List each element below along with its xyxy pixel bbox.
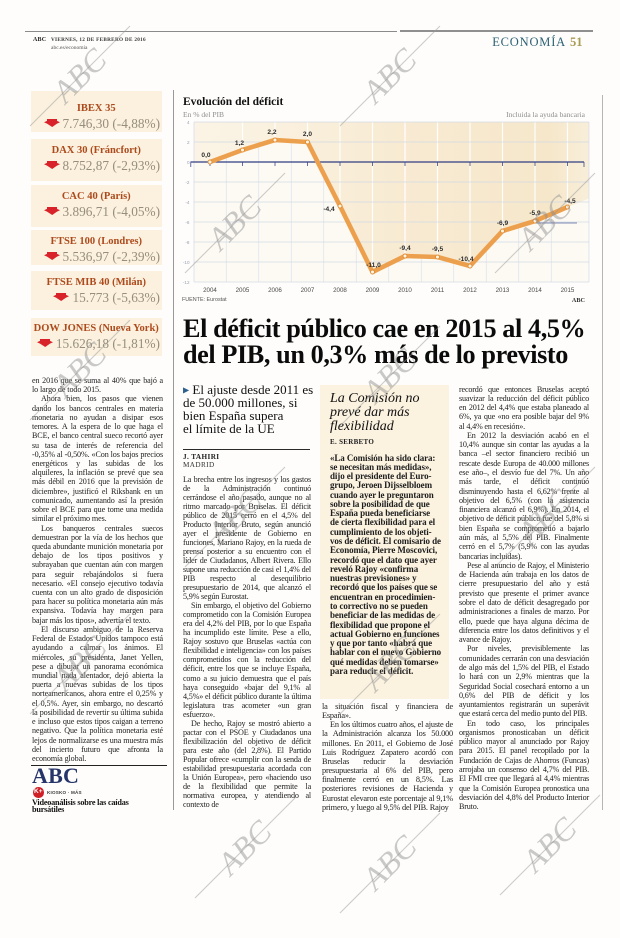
svg-text:2006: 2006 bbox=[268, 287, 282, 294]
svg-text:2008: 2008 bbox=[333, 287, 347, 294]
svg-text:0: 0 bbox=[187, 160, 190, 165]
svg-text:2014: 2014 bbox=[528, 287, 542, 294]
svg-text:2004: 2004 bbox=[203, 287, 217, 294]
svg-text:-4,4: -4,4 bbox=[323, 206, 335, 213]
svg-text:-6,9: -6,9 bbox=[497, 220, 509, 227]
svg-text:ABC: ABC bbox=[354, 828, 424, 898]
svg-text:-6: -6 bbox=[185, 220, 190, 225]
svg-text:2011: 2011 bbox=[431, 287, 445, 294]
svg-text:2,0: 2,0 bbox=[303, 131, 312, 138]
svg-text:-5,9: -5,9 bbox=[529, 210, 541, 217]
svg-text:-8: -8 bbox=[185, 240, 190, 245]
svg-text:ABC: ABC bbox=[572, 297, 585, 304]
svg-text:-2: -2 bbox=[185, 180, 190, 185]
svg-text:2013: 2013 bbox=[496, 287, 510, 294]
svg-text:2010: 2010 bbox=[398, 287, 412, 294]
svg-text:0,0: 0,0 bbox=[201, 152, 210, 159]
svg-text:-12: -12 bbox=[183, 280, 190, 285]
svg-text:2012: 2012 bbox=[463, 287, 477, 294]
svg-text:2007: 2007 bbox=[301, 287, 315, 294]
svg-text:FUENTE: Eurostat: FUENTE: Eurostat bbox=[182, 297, 227, 303]
svg-text:ABC: ABC bbox=[209, 813, 279, 883]
svg-text:-9,5: -9,5 bbox=[432, 246, 444, 253]
svg-text:2: 2 bbox=[187, 140, 190, 145]
svg-text:2,2: 2,2 bbox=[267, 129, 276, 136]
svg-text:-4,5: -4,5 bbox=[564, 198, 576, 205]
svg-text:4: 4 bbox=[187, 120, 190, 125]
svg-text:-4: -4 bbox=[185, 200, 190, 205]
svg-text:2005: 2005 bbox=[236, 287, 250, 294]
svg-text:1,2: 1,2 bbox=[235, 140, 244, 147]
svg-text:ABC: ABC bbox=[514, 810, 584, 880]
svg-text:-10: -10 bbox=[183, 260, 190, 265]
svg-text:-11,0: -11,0 bbox=[366, 262, 381, 269]
svg-text:-10,4: -10,4 bbox=[458, 256, 473, 263]
svg-text:2015: 2015 bbox=[561, 287, 575, 294]
svg-text:-9,4: -9,4 bbox=[399, 245, 411, 252]
svg-text:2009: 2009 bbox=[366, 287, 380, 294]
